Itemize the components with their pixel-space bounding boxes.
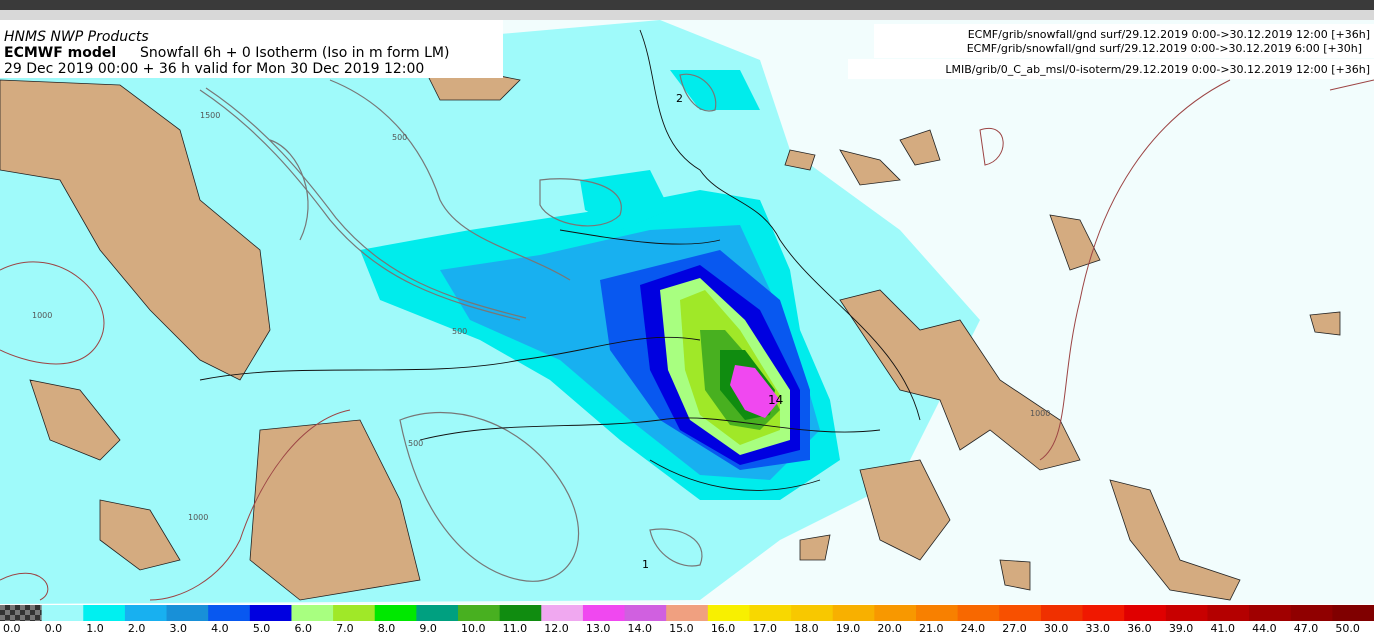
validity: 29 Dec 2019 00:00 + 36 h valid for Mon 3… xyxy=(4,61,424,77)
colorbar-swatch xyxy=(208,605,251,621)
colorbar-label: 14.0 xyxy=(628,622,653,635)
top-border xyxy=(0,10,1374,20)
colorbar-label: 17.0 xyxy=(752,622,777,635)
colorbar-label: 1.0 xyxy=(86,622,104,635)
colorbar-label: 44.0 xyxy=(1252,622,1277,635)
colorbar-label: 16.0 xyxy=(711,622,736,635)
colorbar-swatch xyxy=(1040,605,1084,621)
colorbar-swatch xyxy=(1082,605,1125,621)
colorbar-swatch xyxy=(1332,605,1374,621)
product-name: Snowfall 6h + 0 Isotherm (Iso in m form … xyxy=(140,45,449,61)
colorbar-label: 13.0 xyxy=(586,622,611,635)
colorbar-swatch xyxy=(41,605,84,621)
colorbar-label: 27.0 xyxy=(1002,622,1027,635)
colorbar-swatch xyxy=(749,605,792,621)
provider: HNMS NWP Products xyxy=(4,29,149,45)
colorbar-swatch xyxy=(791,605,834,621)
colorbar-swatch xyxy=(291,605,334,621)
colorbar-swatch xyxy=(249,605,292,621)
colorbar: 0.0 0.0 1.0 2.0 3.0 4.0 5.0 6.0 7.0 8.0 9.0 10.0 11.… xyxy=(0,605,1374,635)
colorbar-label: 50.0 xyxy=(1335,622,1360,635)
colorbar-swatch xyxy=(957,605,1000,621)
model-name: ECMWF model xyxy=(4,45,116,61)
colorbar-swatch xyxy=(624,605,667,621)
colorbar-label: 10.0 xyxy=(461,622,486,635)
colorbar-swatch xyxy=(124,605,168,621)
contour-label: 1500 xyxy=(200,111,220,120)
colorbar-label: 21.0 xyxy=(919,622,944,635)
source-line: LMIB/grib/0_C_ab_msl/0-isoterm/29.12.201… xyxy=(945,63,1370,76)
colorbar-label: 0.0 xyxy=(3,622,21,635)
colorbar-swatch xyxy=(1207,605,1250,621)
contour-label: 500 xyxy=(408,439,423,448)
colorbar-label: 12.0 xyxy=(544,622,569,635)
colorbar-swatch xyxy=(1249,605,1292,621)
contour-label: 14 xyxy=(768,393,783,407)
colorbar-swatch xyxy=(1124,605,1167,621)
contour-labels: 2 14 1 500 500 500 1000 1000 1000 1500 xyxy=(32,92,1050,571)
colorbar-label: 4.0 xyxy=(211,622,229,635)
colorbar-swatch xyxy=(874,605,917,621)
colorbar-label: 9.0 xyxy=(419,622,437,635)
colorbar-swatch xyxy=(916,605,959,621)
colorbar-label: 19.0 xyxy=(836,622,861,635)
contour-label: 1 xyxy=(642,558,649,571)
source-line: ECMF/grib/snowfall/gnd surf/29.12.2019 0… xyxy=(967,42,1362,55)
colorbar-label: 15.0 xyxy=(669,622,694,635)
colorbar-label: 8.0 xyxy=(378,622,396,635)
colorbar-swatch xyxy=(83,605,126,621)
map-area: 2 14 1 500 500 500 1000 1000 1000 1500 xyxy=(0,20,1374,604)
contour-label: 500 xyxy=(452,327,467,336)
colorbar-swatch xyxy=(0,605,43,621)
colorbar-label: 6.0 xyxy=(294,622,312,635)
colorbar-label: 0.0 xyxy=(45,622,63,635)
colorbar-swatch xyxy=(333,605,376,621)
colorbar-label: 30.0 xyxy=(1044,622,1069,635)
colorbar-label: 39.0 xyxy=(1169,622,1194,635)
colorbar-label: 41.0 xyxy=(1210,622,1235,635)
colorbar-swatch xyxy=(832,605,875,621)
colorbar-swatch xyxy=(999,605,1042,621)
contour-label: 2 xyxy=(676,92,683,105)
colorbar-label: 47.0 xyxy=(1294,622,1319,635)
colorbar-label: 20.0 xyxy=(877,622,902,635)
colorbar-swatch xyxy=(666,605,709,621)
colorbar-label: 3.0 xyxy=(170,622,188,635)
colorbar-label: 36.0 xyxy=(1127,622,1152,635)
colorbar-swatch xyxy=(499,605,542,621)
colorbar-swatch xyxy=(1165,605,1208,621)
contour-label: 1000 xyxy=(188,513,208,522)
contour-label: 500 xyxy=(392,133,407,142)
source-line: ECMF/grib/snowfall/gnd surf/29.12.2019 0… xyxy=(968,28,1370,41)
colorbar-label: 5.0 xyxy=(253,622,271,635)
colorbar-label: 24.0 xyxy=(961,622,986,635)
colorbar-swatch xyxy=(166,605,209,621)
contour-label: 1000 xyxy=(1030,409,1050,418)
source-box: ECMF/grib/snowfall/gnd surf/29.12.2019 0… xyxy=(848,24,1374,79)
colorbar-label: 2.0 xyxy=(128,622,146,635)
colorbar-swatch xyxy=(374,605,417,621)
colorbar-swatch xyxy=(416,605,459,621)
top-bar xyxy=(0,0,1374,10)
colorbar-label: 33.0 xyxy=(1086,622,1111,635)
colorbar-swatch xyxy=(707,605,750,621)
colorbar-label: 7.0 xyxy=(336,622,354,635)
contour-label: 1000 xyxy=(32,311,52,320)
colorbar-swatch xyxy=(541,605,584,621)
header-box: HNMS NWP Products ECMWF model Snowfall 6… xyxy=(0,20,503,78)
colorbar-label: 11.0 xyxy=(503,622,528,635)
colorbar-swatch xyxy=(582,605,626,621)
colorbar-label: 18.0 xyxy=(794,622,819,635)
colorbar-swatch xyxy=(1290,605,1333,621)
colorbar-swatch xyxy=(458,605,501,621)
